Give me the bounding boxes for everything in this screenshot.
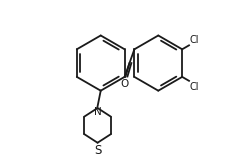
Text: N: N — [94, 107, 102, 117]
Text: O: O — [121, 79, 129, 89]
Text: Cl: Cl — [190, 35, 199, 44]
Text: Cl: Cl — [190, 82, 199, 92]
Text: S: S — [94, 144, 101, 157]
